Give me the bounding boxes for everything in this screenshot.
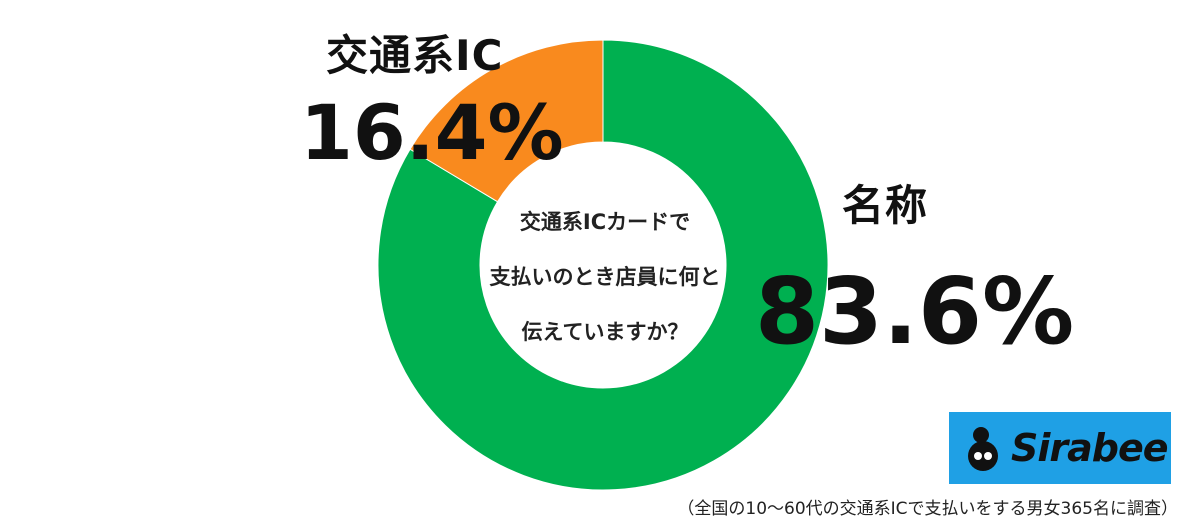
slice-value-name: 83.6% — [755, 258, 1075, 365]
donut-slice-name — [377, 39, 829, 491]
slice-value-ic: 16.4% — [300, 88, 564, 177]
center-line-1: 交通系ICカードで — [519, 210, 691, 234]
survey-footnote: （全国の10〜60代の交通系ICで支払いをする男女365名に調査） — [677, 499, 1178, 519]
slice-label-ic: 交通系IC — [326, 31, 504, 80]
donut-slice-ic — [409, 39, 604, 203]
chart-center-question: 交通系ICカードで 支払いのとき店員に何と 伝えていますか？ — [455, 195, 755, 360]
logo-text: Sirabee — [1011, 426, 1169, 470]
center-line-3: 伝えていますか？ — [521, 320, 689, 344]
center-line-2: 支払いのとき店員に何と — [489, 265, 721, 289]
sirabee-logo: Sirabee — [949, 412, 1171, 484]
sirabee-mark-icon — [968, 427, 998, 471]
slice-label-name: 名称 — [842, 181, 929, 230]
